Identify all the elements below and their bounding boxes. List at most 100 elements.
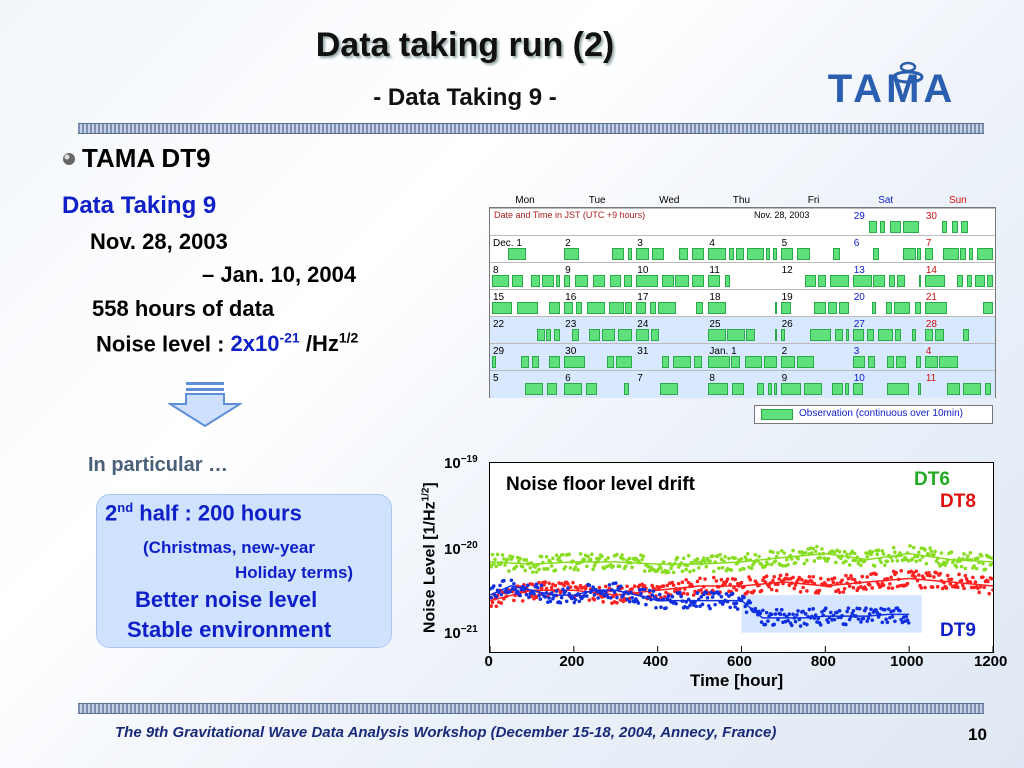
- dt6-point: [952, 558, 956, 562]
- dt9-point: [869, 607, 873, 612]
- dt6-point: [911, 545, 916, 550]
- dt9-point: [513, 587, 517, 592]
- observation-segment: [835, 329, 844, 341]
- dt8-point: [955, 585, 960, 590]
- dt9-point: [625, 597, 629, 602]
- dt8-point: [797, 575, 802, 580]
- calendar-day: 7: [925, 238, 932, 249]
- dt8-point: [686, 580, 691, 585]
- callout-line5: Stable environment: [127, 617, 332, 642]
- dt6-point: [719, 557, 724, 562]
- dt6-point: [571, 559, 575, 563]
- dt9-point: [849, 614, 853, 619]
- dt6-point: [767, 556, 771, 561]
- observation-segment: [894, 329, 901, 341]
- dt9-point: [491, 584, 496, 588]
- dt8-point: [987, 591, 992, 596]
- dt9-point: [847, 617, 852, 622]
- dt8-point: [896, 577, 901, 582]
- dt6-point: [928, 546, 932, 551]
- dt9-point: [727, 594, 731, 598]
- dt6-point: [905, 551, 910, 555]
- callout-line3: Holiday terms): [235, 563, 354, 582]
- dt8-point: [490, 600, 495, 605]
- dt8-point: [944, 586, 949, 590]
- dt6-point: [890, 559, 895, 563]
- calendar-day: 3: [637, 238, 643, 249]
- dt8-point: [650, 583, 655, 588]
- dt6-point: [749, 566, 754, 571]
- dt8-point: [942, 580, 946, 585]
- dt9-point: [739, 598, 744, 602]
- dt8-point: [846, 576, 851, 581]
- dt8-point: [949, 577, 954, 582]
- observation-segment: [829, 275, 849, 287]
- observation-segment: [649, 302, 656, 314]
- observation-segment: [879, 221, 886, 233]
- dt9-point: [551, 596, 555, 601]
- observation-segment: [532, 356, 539, 368]
- observation-segment: [693, 356, 703, 368]
- dt9-point: [864, 606, 868, 610]
- dt8-point: [685, 592, 690, 596]
- dt6-point: [691, 568, 696, 573]
- observation-segment: [773, 383, 777, 395]
- calendar-day: 8: [493, 265, 499, 276]
- dt8-point: [728, 582, 732, 587]
- dt8-point: [917, 573, 921, 577]
- dt9-point: [532, 591, 536, 596]
- calendar-day: 19: [781, 292, 793, 303]
- dt8-point: [977, 590, 981, 595]
- dt6-point: [766, 562, 770, 566]
- observation-segment: [512, 275, 523, 287]
- dt6-point: [756, 559, 760, 563]
- dt9-point: [866, 616, 871, 620]
- dt8-point: [913, 574, 917, 579]
- calendar-day: 22: [493, 319, 505, 330]
- dt6-point: [695, 557, 700, 561]
- dt8-point: [961, 583, 965, 588]
- calendar-day: 23: [565, 319, 577, 330]
- dt9-point: [891, 608, 896, 613]
- dt6-point: [588, 557, 593, 562]
- dt9-point: [761, 608, 765, 613]
- dt6-point: [490, 552, 495, 557]
- observation-segment: [674, 275, 689, 287]
- bullet-heading: TAMA DT9: [82, 143, 211, 173]
- observation-segment: [658, 302, 676, 314]
- dt8-point: [759, 588, 764, 593]
- dt8-point: [857, 580, 862, 585]
- observation-segment: [941, 221, 947, 233]
- dt6-point: [533, 565, 538, 569]
- dt9-point: [509, 578, 514, 583]
- dt8-point: [699, 588, 704, 592]
- page-subtitle: - Data Taking 9 -: [373, 84, 557, 111]
- dt6-point: [779, 548, 784, 553]
- dt8-point: [562, 583, 566, 588]
- observation-segment: [852, 356, 866, 368]
- dt9-point: [795, 613, 799, 617]
- legend-swatch: [761, 409, 793, 420]
- dt9-point: [846, 606, 851, 610]
- dt6-point: [720, 565, 725, 570]
- dt6-point: [503, 563, 507, 567]
- dt6-point: [640, 557, 644, 562]
- dt6-point: [669, 566, 673, 571]
- calendar-day: 9: [565, 265, 571, 276]
- dt8-point: [860, 574, 865, 579]
- plot-ylabel-exp: 1/2: [420, 487, 432, 502]
- observation-segment: [651, 248, 665, 260]
- observation-segment: [623, 383, 630, 395]
- dt9-point: [805, 622, 809, 627]
- dt9-point: [659, 605, 663, 610]
- in-particular: In particular …: [88, 454, 229, 476]
- dt6-point: [505, 557, 510, 562]
- dt8-point: [791, 575, 795, 580]
- observation-segment: [609, 302, 624, 314]
- dt8-point: [520, 599, 525, 603]
- calendar-day: 18: [709, 292, 721, 303]
- observation-segment: [903, 248, 917, 260]
- dt9-point: [666, 594, 671, 598]
- observation-segment: [708, 383, 728, 395]
- observation-segment: [764, 356, 777, 368]
